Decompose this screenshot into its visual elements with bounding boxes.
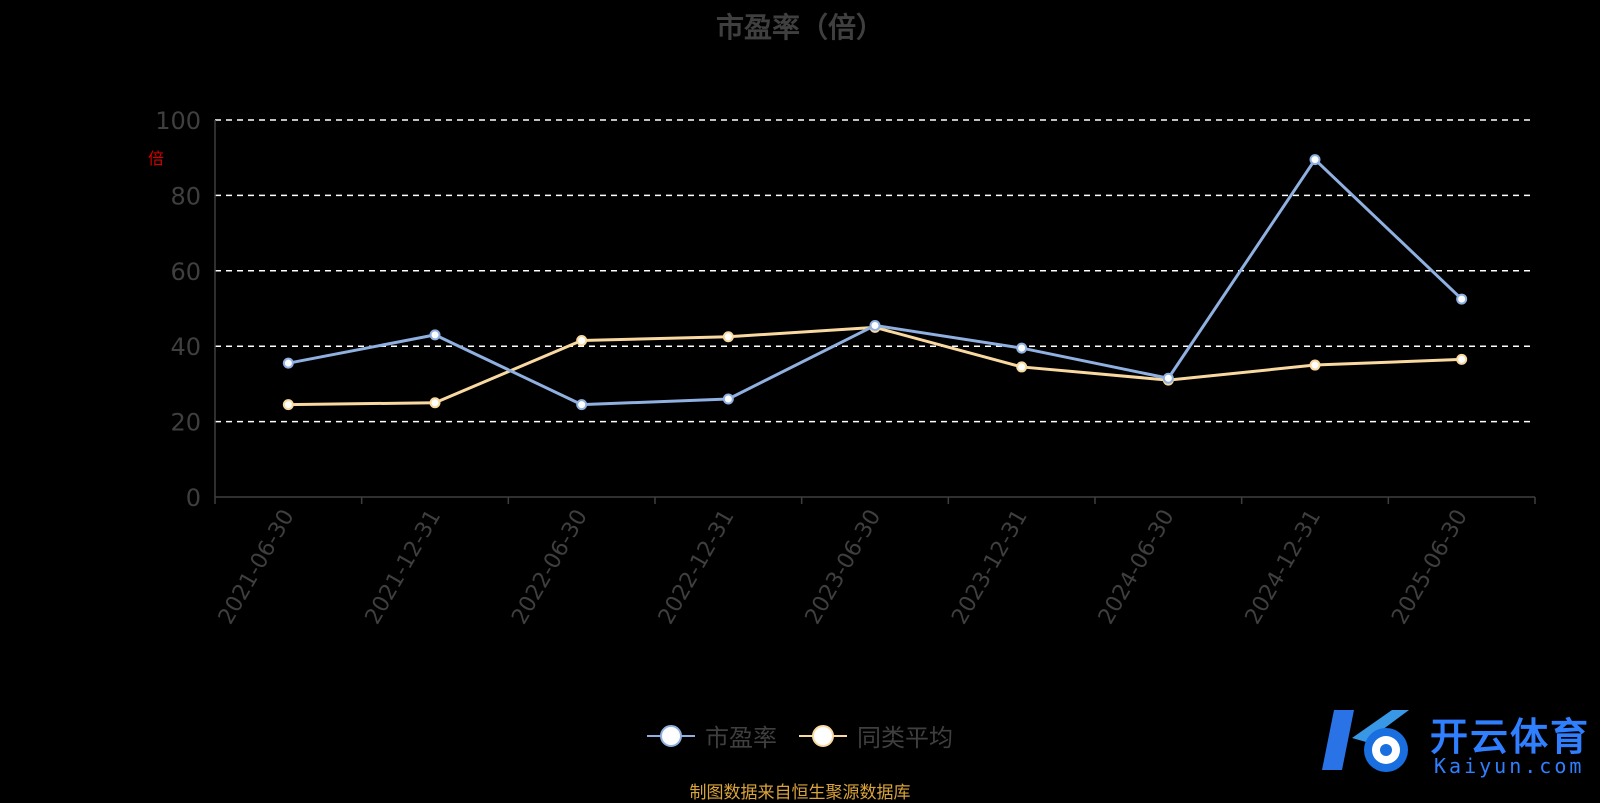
legend-item-peer-avg[interactable]: 同类平均 xyxy=(799,718,953,753)
legend-item-pe[interactable]: 市盈率 xyxy=(647,718,777,753)
x-tick-label: 2021-06-30 xyxy=(214,506,300,629)
data-point xyxy=(429,397,441,409)
watermark-brand: 开云体育 xyxy=(1430,715,1591,759)
watermark-site: Kaiyun.com xyxy=(1434,754,1585,778)
data-point xyxy=(282,399,294,411)
legend-label-pe: 市盈率 xyxy=(705,724,777,752)
data-point xyxy=(1016,342,1028,354)
legend-swatch-peer-avg xyxy=(799,724,847,748)
x-tick-label: 2021-12-31 xyxy=(361,506,447,629)
y-axis-label: 倍 xyxy=(145,150,164,166)
data-point xyxy=(1309,154,1321,166)
data-point xyxy=(429,329,441,341)
x-tick-label: 2022-12-31 xyxy=(654,506,740,629)
y-tick-label: 40 xyxy=(170,333,201,361)
data-point xyxy=(1456,293,1468,305)
x-tick-label: 2024-06-30 xyxy=(1094,506,1180,629)
data-point xyxy=(869,319,881,331)
data-point xyxy=(282,357,294,369)
data-point xyxy=(722,331,734,343)
y-tick-label: 0 xyxy=(186,484,201,512)
data-point xyxy=(1162,372,1174,384)
legend-swatch-pe xyxy=(647,724,695,748)
data-point xyxy=(1016,361,1028,373)
source-note: 制图数据来自恒生聚源数据库 xyxy=(689,783,911,803)
data-point xyxy=(1456,353,1468,365)
data-point xyxy=(722,393,734,405)
x-tick-label: 2022-06-30 xyxy=(507,506,593,629)
data-point xyxy=(1309,359,1321,371)
y-tick-label: 80 xyxy=(170,182,201,210)
data-point xyxy=(576,399,588,411)
x-tick-label: 2024-12-31 xyxy=(1241,506,1327,629)
legend-label-peer-avg: 同类平均 xyxy=(857,724,953,752)
x-tick-label: 2025-06-30 xyxy=(1387,506,1473,629)
x-tick-label: 2023-06-30 xyxy=(801,506,887,629)
y-tick-label: 60 xyxy=(170,258,201,286)
x-tick-label: 2023-12-31 xyxy=(947,506,1033,629)
y-tick-label: 20 xyxy=(170,409,201,437)
watermark-logo xyxy=(1322,710,1409,772)
data-point xyxy=(576,335,588,347)
series-line-1 xyxy=(288,325,1462,407)
y-tick-label: 100 xyxy=(155,107,201,135)
line-chart: 0 20 40 60 80 100 2021-06-30 2021-12-31 2022-06-… xyxy=(155,107,1536,629)
chart-title: 市盈率（倍） xyxy=(715,11,884,44)
chart-legend: 市盈率 同类平均 xyxy=(0,718,1600,753)
